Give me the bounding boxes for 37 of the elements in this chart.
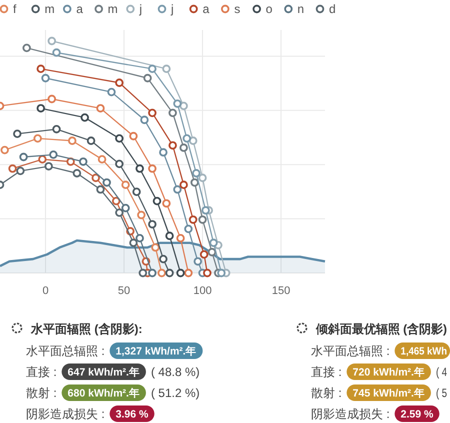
text: 水平面总辐照 : [26,344,105,358]
text: 647 kWh/m².年 [68,366,140,378]
text: ( 51.2 %) [150,386,200,400]
text: 散射 : [311,386,342,400]
legend-label: o [266,2,273,16]
legend-label: a [202,2,210,16]
text: ( 5 [436,386,450,400]
text: 直接 : [311,365,342,379]
text: 倾斜面最优辐照 (含阴影) [315,322,448,336]
legend-label: m [44,2,55,16]
text: 散射 : [26,386,57,400]
text: ( 4 [436,365,450,379]
text: ( 48.8 %) [150,365,200,379]
text: 680 kWh/m².年 [68,386,140,400]
x-tick-label: 0 [42,285,49,297]
legend-label: d [329,2,336,16]
legend-label: s [234,2,240,16]
text: 1,327 kWh/m².年 [116,344,197,358]
text: 745 kWh/m².年 [352,386,425,400]
x-tick-label: 150 [272,285,290,297]
text: 1,465 kWh [400,346,450,358]
legend-label: j [170,2,174,16]
legend-label: a [76,2,84,16]
legend-label: j [138,2,142,16]
text: 720 kWh/m².年 [352,366,425,378]
text: 水平面总辐照 : [311,344,390,358]
legend-label: m [108,2,118,16]
text: 3.96 % [116,408,150,420]
text: 水平面辐照 (含阴影): [30,322,142,336]
x-tick-label: 100 [193,285,212,297]
text: 直接 : [26,365,57,379]
text: 阴影造成损失 : [311,407,390,421]
legend-label: n [297,2,304,16]
text: 2.59 % [400,408,434,420]
legend-label: f [13,2,17,16]
text: 阴影造成损失 : [26,407,105,421]
x-tick-label: 50 [118,285,130,297]
